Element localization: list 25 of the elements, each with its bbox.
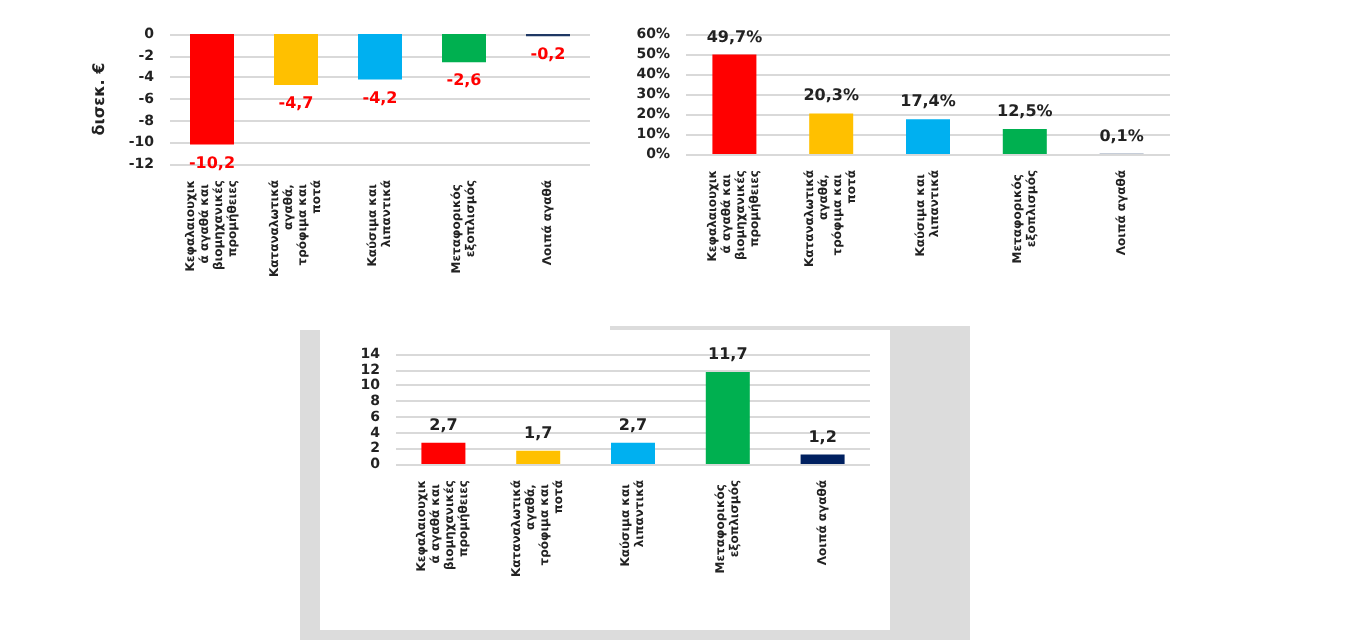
y-axis-title: δισεκ. € <box>89 61 108 136</box>
data-label: -4,7 <box>278 93 314 112</box>
data-label: -0,2 <box>530 45 566 64</box>
data-label: -4,2 <box>362 88 398 107</box>
data-label: 1,7 <box>524 423 553 442</box>
bar <box>809 113 854 154</box>
bar <box>516 450 561 464</box>
bar <box>906 119 950 154</box>
data-label: 20,3% <box>803 86 859 105</box>
data-label: 1,2 <box>808 427 837 446</box>
data-label: 11,7 <box>708 345 748 364</box>
bar <box>712 54 757 154</box>
data-label: -2,6 <box>446 71 483 90</box>
data-label: 0,1% <box>1099 126 1144 145</box>
data-label: 2,7 <box>618 415 648 434</box>
data-label: 2,7 <box>429 415 458 434</box>
bar <box>421 442 466 464</box>
data-label: 12,5% <box>997 102 1053 120</box>
bar <box>1002 129 1047 154</box>
bar <box>800 454 845 464</box>
bar <box>705 372 750 464</box>
data-label: 17,4% <box>900 92 956 111</box>
data-label: 49,7% <box>706 27 763 46</box>
bar <box>611 442 655 464</box>
data-label: -10,2 <box>188 153 236 172</box>
